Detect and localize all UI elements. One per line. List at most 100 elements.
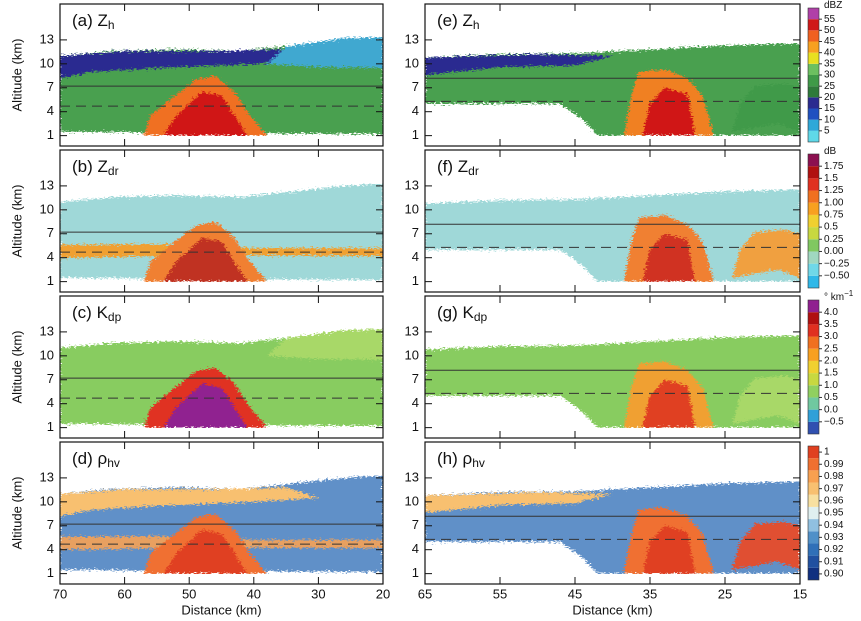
colorbar-segment bbox=[808, 86, 819, 98]
colorbar-tick-label: 0.5 bbox=[824, 222, 838, 233]
panel-frame bbox=[59, 295, 384, 439]
colorbar-tick-label: 0.99 bbox=[824, 459, 844, 470]
x-tick-label: 30 bbox=[311, 586, 325, 601]
colorbar-tick-label: 0.94 bbox=[824, 520, 844, 531]
colorbar-tick-label: 1.00 bbox=[824, 197, 844, 208]
colorbar-segment bbox=[808, 190, 819, 203]
y-tick-label: 1 bbox=[47, 273, 54, 288]
y-tick-label: 4 bbox=[412, 395, 419, 410]
panel-label-part: Z bbox=[98, 157, 108, 176]
panel-label: (g) Kdp bbox=[437, 303, 488, 324]
panel-label-part: h bbox=[108, 18, 115, 32]
radar-field bbox=[425, 43, 800, 136]
panel-label: (f) Zdr bbox=[437, 157, 479, 178]
colorbar-segment bbox=[808, 275, 819, 288]
y-tick-label: 1 bbox=[412, 127, 419, 142]
panel-frame bbox=[59, 441, 384, 585]
panel-label-part: Z bbox=[98, 11, 108, 30]
x-tick-label: 15 bbox=[793, 586, 807, 601]
colorbar-segment bbox=[808, 30, 819, 42]
colorbar-tick-label: 0.90 bbox=[824, 569, 844, 580]
colorbar-tick-label: 40 bbox=[824, 47, 836, 58]
colorbar-segment bbox=[808, 458, 819, 471]
y-axis-label: Altitude (km) bbox=[9, 477, 24, 550]
colorbar-tick-label: 0.92 bbox=[824, 544, 844, 555]
colorbar-tick-label: 10 bbox=[824, 114, 836, 125]
y-tick-label: 7 bbox=[412, 371, 419, 386]
panel-label-part: (b) bbox=[72, 157, 93, 176]
colorbar-tick-label: 1.5 bbox=[824, 368, 838, 379]
y-tick-label: 13 bbox=[405, 469, 419, 484]
colorbar-tick-label: 0.25 bbox=[824, 234, 844, 245]
colorbar-segment bbox=[808, 409, 819, 422]
colorbar-tick-label: −0.5 bbox=[824, 416, 844, 427]
y-tick-label: 13 bbox=[40, 31, 54, 46]
echo-region bbox=[425, 54, 613, 75]
colorbar-tick-label: 30 bbox=[824, 70, 836, 81]
y-tick-label: 4 bbox=[47, 395, 54, 410]
y-axis-label: Altitude (km) bbox=[9, 331, 24, 404]
colorbar-segment bbox=[808, 202, 819, 215]
panel-frame bbox=[424, 149, 801, 293]
colorbar-segment bbox=[808, 8, 819, 20]
colorbar-tick-label: 25 bbox=[824, 81, 836, 92]
colorbar-segment bbox=[808, 470, 819, 483]
y-tick-label: 1 bbox=[47, 127, 54, 142]
y-tick-label: 10 bbox=[405, 201, 419, 216]
colorbar-segment bbox=[808, 75, 819, 87]
panel-label-part: Z bbox=[463, 11, 473, 30]
colorbar-segment bbox=[808, 52, 819, 64]
colorbar-tick-label: −0.25 bbox=[824, 258, 850, 269]
x-tick-label: 50 bbox=[182, 586, 196, 601]
colorbar-segment bbox=[808, 385, 819, 398]
colorbar-unit: ° km−1 bbox=[824, 289, 854, 303]
colorbar-segment bbox=[808, 263, 819, 276]
panel-label-part: K bbox=[463, 303, 475, 322]
colorbar-segment bbox=[808, 519, 819, 532]
colorbar-unit-text: ° km bbox=[824, 292, 844, 303]
colorbar-unit-text: dBZ bbox=[824, 0, 842, 11]
colorbar-segment bbox=[808, 312, 819, 325]
panel-label: (h) ρhv bbox=[437, 449, 485, 470]
colorbar-segment bbox=[808, 324, 819, 337]
colorbar-tick-label: 50 bbox=[824, 25, 836, 36]
colorbar-unit-sup: −1 bbox=[844, 289, 854, 298]
y-tick-label: 7 bbox=[412, 517, 419, 532]
colorbar-tick-label: 0.00 bbox=[824, 246, 844, 257]
echo-region bbox=[642, 87, 695, 136]
colorbar-segment bbox=[808, 154, 819, 167]
y-tick-label: 1 bbox=[412, 565, 419, 580]
colorbar-tick-label: 0.98 bbox=[824, 471, 844, 482]
colorbar-segment bbox=[808, 97, 819, 109]
colorbar-segment bbox=[808, 506, 819, 520]
panel-label-part: K bbox=[97, 303, 109, 322]
panel-label-part: dr bbox=[468, 164, 479, 178]
colorbar-unit-text: dB bbox=[824, 146, 837, 157]
y-tick-label: 1 bbox=[412, 273, 419, 288]
y-tick-label: 10 bbox=[40, 55, 54, 70]
colorbar-tick-label: 3.5 bbox=[824, 319, 838, 330]
colorbar-segment bbox=[808, 446, 819, 459]
colorbar-frame bbox=[807, 299, 820, 435]
echo-region bbox=[732, 521, 800, 570]
x-tick-label: 45 bbox=[568, 586, 582, 601]
y-tick-label: 13 bbox=[40, 177, 54, 192]
colorbar-segment bbox=[808, 214, 819, 228]
panel-frame bbox=[424, 295, 801, 439]
y-tick-label: 13 bbox=[40, 469, 54, 484]
colorbar-tick-label: 1.5 bbox=[824, 173, 838, 184]
colorbar-tick-label: 0.91 bbox=[824, 556, 844, 567]
colorbar-segment bbox=[808, 567, 819, 580]
x-tick-label: 55 bbox=[493, 586, 507, 601]
panel-label-part: dr bbox=[108, 164, 119, 178]
colorbar-unit: dB bbox=[824, 146, 837, 157]
colorbar-segment bbox=[808, 373, 819, 386]
radar-field bbox=[425, 189, 800, 282]
y-tick-label: 4 bbox=[47, 103, 54, 118]
panel-label-part: dp bbox=[108, 310, 122, 324]
colorbar-segment bbox=[808, 555, 819, 568]
y-tick-label: 4 bbox=[412, 103, 419, 118]
y-tick-label: 1 bbox=[47, 565, 54, 580]
panel-frame bbox=[59, 149, 384, 293]
echo-region bbox=[60, 487, 319, 517]
